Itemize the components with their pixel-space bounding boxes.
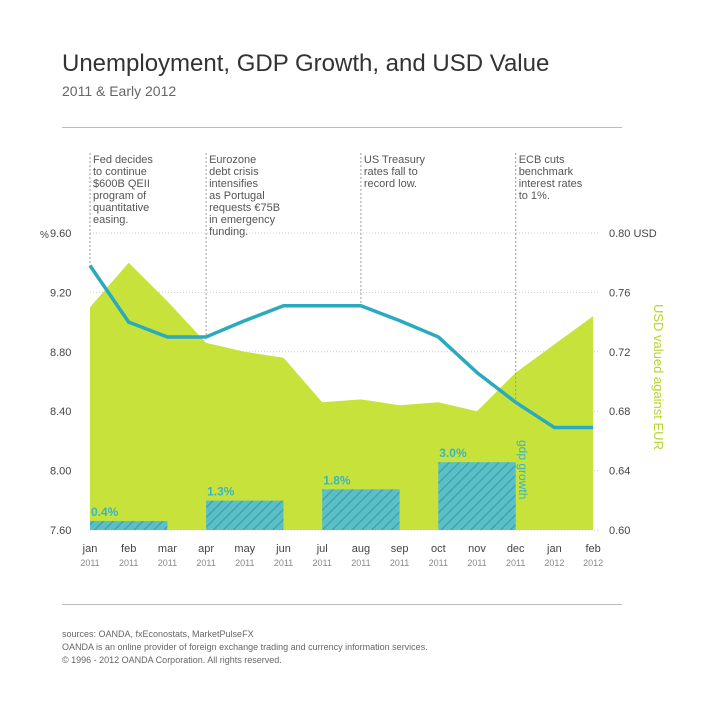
annotation-text: easing. <box>93 214 128 226</box>
annotation-text: intensifies <box>209 178 258 190</box>
annotation-text: rates fall to <box>364 166 418 178</box>
annotation-text: funding. <box>209 226 248 238</box>
x-tick-month: aug <box>352 543 370 555</box>
annotation-text: to continue <box>93 166 147 178</box>
gdp-bar-label: 0.4% <box>91 505 119 519</box>
x-tick-month: nov <box>468 543 486 555</box>
x-tick-year: 2011 <box>390 558 409 568</box>
gdp-bar <box>322 489 400 530</box>
annotation-text: ECB cuts <box>519 154 565 166</box>
left-axis-tick: 8.40 <box>50 406 71 418</box>
x-tick-month: jun <box>275 543 291 555</box>
right-axis-tick: 0.68 <box>609 406 630 418</box>
x-tick-year: 2011 <box>429 558 448 568</box>
x-tick-year: 2011 <box>158 558 177 568</box>
left-axis-tick: 7.60 <box>50 525 71 537</box>
top-divider <box>62 127 622 128</box>
usd-line-layer <box>88 264 594 430</box>
gdp-bar <box>206 500 284 530</box>
x-tick-year: 2012 <box>544 558 564 568</box>
annotation-text: interest rates <box>519 178 583 190</box>
x-tick-month: feb <box>121 543 136 555</box>
left-axis-tick: 8.00 <box>50 466 71 478</box>
right-axis-tick: 0.72 <box>609 347 630 359</box>
x-tick-month: jan <box>546 543 562 555</box>
x-tick-month: jul <box>316 543 328 555</box>
annotation-text: to 1%. <box>519 190 550 202</box>
gdp-bar-label: 3.0% <box>439 446 467 460</box>
left-axis-tick: 9.60 <box>50 228 71 240</box>
x-tick-year: 2011 <box>119 558 138 568</box>
annotation-text: debt crisis <box>209 166 259 178</box>
x-tick-year: 2011 <box>467 558 486 568</box>
annotation-text: Fed decides <box>93 154 153 166</box>
annotation-text: in emergency <box>209 214 276 226</box>
gdp-bar <box>90 520 168 530</box>
x-tick-year: 2011 <box>506 558 525 568</box>
chart-title: Unemployment, GDP Growth, and USD Value <box>62 50 550 77</box>
x-tick-year: 2011 <box>351 558 370 568</box>
gdp-bar-label: 1.3% <box>207 485 235 499</box>
footer-about: OANDA is an online provider of foreign e… <box>62 642 428 652</box>
x-tick-month: may <box>234 543 255 555</box>
gdp-growth-label: gdp growth <box>516 440 530 499</box>
x-tick-year: 2011 <box>235 558 254 568</box>
x-tick-month: apr <box>198 543 214 555</box>
annotation-text: program of <box>93 190 147 202</box>
x-tick-year: 2011 <box>274 558 293 568</box>
left-axis-tick: 8.80 <box>50 347 71 359</box>
right-axis-tick: 0.64 <box>609 466 630 478</box>
right-axis-label: USD valued against EUR <box>651 304 666 450</box>
annotation-text: quantitative <box>93 202 149 214</box>
x-tick-month: sep <box>391 543 409 555</box>
chart-subtitle: 2011 & Early 2012 <box>62 83 177 99</box>
right-axis-tick: 0.76 <box>609 287 630 299</box>
right-axis-tick: 0.80 USD <box>609 228 657 240</box>
right-axis-tick: 0.60 <box>609 525 630 537</box>
gdp-bar-label: 1.8% <box>323 473 351 487</box>
footer: sources: OANDA, fxEconostats, MarketPuls… <box>62 628 428 667</box>
annotation-text: record low. <box>364 178 417 190</box>
annotation-text: Eurozone <box>209 154 256 166</box>
usd-line <box>88 264 594 430</box>
x-tick-year: 2012 <box>583 558 603 568</box>
annotation-text: US Treasury <box>364 154 426 166</box>
x-tick-year: 2011 <box>196 558 215 568</box>
x-tick-month: oct <box>431 543 446 555</box>
x-tick-year: 2011 <box>80 558 99 568</box>
gdp-bars-layer: 0.4% 1.3% 1.8% 3.0% gdp growth <box>90 440 530 530</box>
annotation-text: $600B QEII <box>93 178 150 190</box>
bottom-divider <box>62 604 622 605</box>
x-tick-month: feb <box>585 543 600 555</box>
left-axis-unit: % <box>40 230 49 241</box>
annotation-text: requests €75B <box>209 202 280 214</box>
gdp-bar <box>438 462 516 530</box>
x-tick-year: 2011 <box>313 558 332 568</box>
annotation-text: as Portugal <box>209 190 265 202</box>
annotation-text: benchmark <box>519 166 574 178</box>
x-tick-month: dec <box>507 543 525 555</box>
left-axis-tick: 9.20 <box>50 287 71 299</box>
footer-sources: sources: OANDA, fxEconostats, MarketPuls… <box>62 629 254 639</box>
x-tick-month: mar <box>158 543 177 555</box>
axes-layer: % 9.60 9.20 8.80 8.40 8.00 7.60 0.80 USD 0.76 0.7… <box>40 228 666 568</box>
footer-copyright: © 1996 - 2012 OANDA Corporation. All rig… <box>62 655 282 665</box>
x-tick-month: jan <box>82 543 98 555</box>
